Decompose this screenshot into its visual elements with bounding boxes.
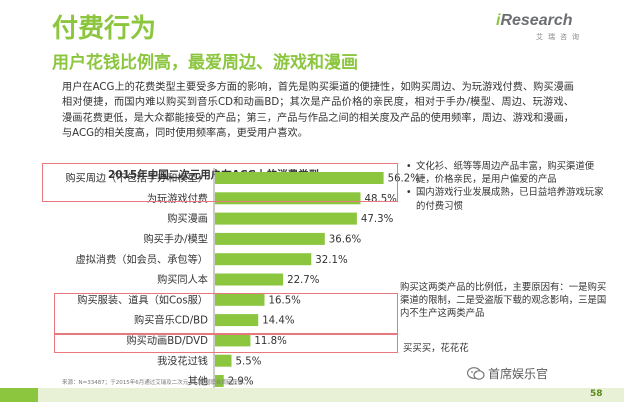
wechat-icon <box>467 367 485 380</box>
logo-wordmark: iResearch <box>496 12 573 30</box>
page-number: 58 <box>590 389 603 399</box>
value-label: 32.1% <box>315 255 348 266</box>
bar <box>215 172 384 184</box>
bar <box>215 273 284 286</box>
logo-subtitle: 艾瑞咨询 <box>536 33 584 41</box>
category-label: 购买手办/模型 <box>143 233 208 246</box>
page-title: 付费行为 <box>52 14 157 44</box>
bar <box>215 232 325 245</box>
bar <box>215 375 224 387</box>
source-footnote: 来源：N=33487；于2015年6月通过艾瑞及二次元入口联盟联合调研获得。 <box>62 380 249 386</box>
note-item: 文化衫、纸等等周边产品丰富，购买渠道便捷，价格亲民，是用户偏爱的产品 <box>406 160 606 186</box>
watermark-text: 首席娱乐官 <box>488 367 549 381</box>
logo-mark-i: i <box>496 12 501 29</box>
page-subtitle: 用户花钱比例高，最爱周边、游戏和漫画 <box>52 53 358 73</box>
value-label: 47.3% <box>361 214 394 225</box>
category-label: 购买动画BD/DVD <box>127 334 209 347</box>
highlight-box-no-spend <box>54 334 398 353</box>
iresearch-logo: iResearch 艾瑞咨询 <box>496 10 592 41</box>
note-merch-games: 文化衫、纸等等周边产品丰富，购买渠道便捷，价格亲民，是用户偏爱的产品 国内游戏行… <box>406 160 606 213</box>
logo-mark-rest: Research <box>500 12 573 29</box>
bar <box>215 354 232 367</box>
bar <box>215 253 312 266</box>
value-label: 2.9% <box>228 377 254 388</box>
category-label: 购买漫画 <box>167 212 208 225</box>
category-label: 其他 <box>188 375 208 388</box>
bar <box>215 314 259 327</box>
value-label: 36.6% <box>329 235 362 246</box>
intro-paragraph: 用户在ACG上的花费类型主要受多方面的影响，首先是购买渠道的便捷性，如购买周边、… <box>62 82 574 140</box>
value-label: 48.5% <box>365 194 398 205</box>
category-label: 我没花过钱 <box>157 354 208 367</box>
note-cd-bd: 购买这两类产品的比例低，主要原因有：一是购买渠道的限制，二是受盗版下载的观念影响… <box>400 282 607 320</box>
bar <box>215 334 251 347</box>
category-label: 购买音乐CD/BD <box>134 314 208 327</box>
category-label: 购买同人本 <box>157 273 208 286</box>
value-label: 5.5% <box>236 356 262 367</box>
value-label: 56.2% <box>388 174 421 185</box>
highlight-box-cd-bd <box>54 293 398 334</box>
note-no-spend: 买买买，花花花 <box>403 343 469 354</box>
footer-accent <box>0 388 38 402</box>
highlight-box-top <box>42 163 398 202</box>
category-label: 虚拟消费（如会员、承包等） <box>76 253 208 266</box>
category-label: 购买服装、道具（如Cos服） <box>77 293 208 306</box>
watermark: 首席娱乐官 <box>467 365 548 382</box>
bar <box>215 293 265 306</box>
category-label: 购买周边（不包括手办和模型） <box>65 172 208 185</box>
value-label: 11.8% <box>254 336 287 347</box>
note-item: 国内游戏行业发展成熟，已日益培养游戏玩家的付费习惯 <box>406 186 606 212</box>
footer-bar <box>0 388 624 402</box>
value-label: 16.5% <box>269 295 302 306</box>
value-label: 22.7% <box>287 275 320 286</box>
value-label: 14.4% <box>262 316 295 327</box>
bar <box>215 212 357 225</box>
